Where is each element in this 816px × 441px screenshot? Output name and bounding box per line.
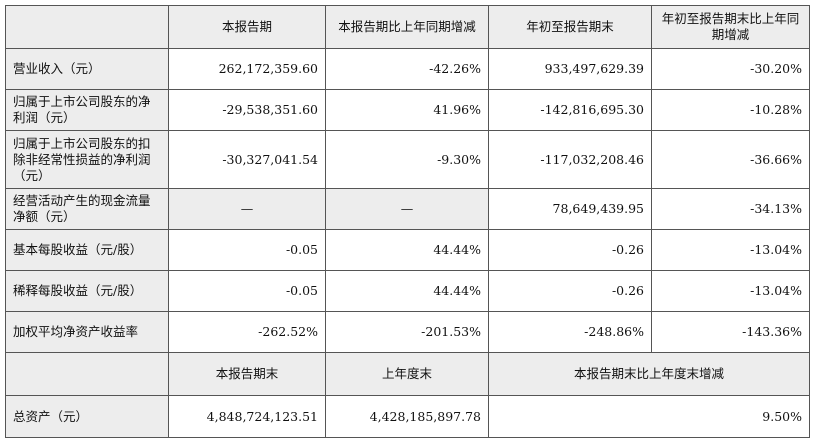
cell-period-end: 4,848,724,123.51 bbox=[168, 395, 326, 438]
row-label: 经营活动产生的现金流量净额（元） bbox=[5, 188, 169, 230]
cell-ytd-yoy: -13.04% bbox=[651, 270, 810, 312]
header-current-period-yoy: 本报告期比上年同期增减 bbox=[325, 5, 489, 49]
subheader-prior-year-end: 上年度末 bbox=[325, 352, 489, 396]
header-ytd: 年初至报告期末 bbox=[488, 5, 652, 49]
row-label: 加权平均净资产收益率 bbox=[5, 311, 169, 353]
cell-ytd-yoy: -34.13% bbox=[651, 188, 810, 230]
cell-current-period-yoy: -42.26% bbox=[325, 48, 489, 90]
cell-current-period-yoy: — bbox=[325, 188, 489, 230]
financial-summary-table: 本报告期 本报告期比上年同期增减 年初至报告期末 年初至报告期末比上年同期增减 … bbox=[5, 5, 810, 438]
table-row: 加权平均净资产收益率 -262.52% -201.53% -248.86% -1… bbox=[5, 311, 810, 353]
header-current-period: 本报告期 bbox=[168, 5, 326, 49]
cell-current-period: -0.05 bbox=[168, 270, 326, 312]
header-ytd-yoy: 年初至报告期末比上年同期增减 bbox=[651, 5, 810, 49]
table-header-row: 本报告期 本报告期比上年同期增减 年初至报告期末 年初至报告期末比上年同期增减 bbox=[5, 5, 810, 49]
cell-ytd: -0.26 bbox=[488, 229, 652, 271]
cell-current-period: -262.52% bbox=[168, 311, 326, 353]
cell-ytd-yoy: -143.36% bbox=[651, 311, 810, 353]
table-subheader-row: 本报告期末 上年度末 本报告期末比上年度末增减 bbox=[5, 352, 810, 396]
row-label: 营业收入（元） bbox=[5, 48, 169, 90]
table-row: 归属于上市公司股东的扣除非经常性损益的净利润（元） -30,327,041.54… bbox=[5, 130, 810, 189]
row-label: 总资产（元） bbox=[5, 395, 169, 438]
cell-current-period: 262,172,359.60 bbox=[168, 48, 326, 90]
table-row: 总资产（元） 4,848,724,123.51 4,428,185,897.78… bbox=[5, 395, 810, 438]
subheader-blank-cell bbox=[5, 352, 169, 396]
cell-current-period-yoy: 41.96% bbox=[325, 89, 489, 131]
cell-ytd-yoy: -30.20% bbox=[651, 48, 810, 90]
table-row: 营业收入（元） 262,172,359.60 -42.26% 933,497,6… bbox=[5, 48, 810, 90]
cell-current-period: — bbox=[168, 188, 326, 230]
cell-current-period-yoy: 44.44% bbox=[325, 270, 489, 312]
table-row: 基本每股收益（元/股） -0.05 44.44% -0.26 -13.04% bbox=[5, 229, 810, 271]
cell-current-period: -29,538,351.60 bbox=[168, 89, 326, 131]
subheader-period-end: 本报告期末 bbox=[168, 352, 326, 396]
cell-ytd-yoy: -13.04% bbox=[651, 229, 810, 271]
cell-change: 9.50% bbox=[488, 395, 810, 438]
cell-current-period: -0.05 bbox=[168, 229, 326, 271]
row-label: 归属于上市公司股东的净利润（元） bbox=[5, 89, 169, 131]
cell-ytd: 933,497,629.39 bbox=[488, 48, 652, 90]
cell-current-period-yoy: 44.44% bbox=[325, 229, 489, 271]
table-row: 经营活动产生的现金流量净额（元） — — 78,649,439.95 -34.1… bbox=[5, 188, 810, 230]
subheader-change-vs-prior-year-end: 本报告期末比上年度末增减 bbox=[488, 352, 810, 396]
cell-ytd: -142,816,695.30 bbox=[488, 89, 652, 131]
cell-current-period-yoy: -9.30% bbox=[325, 130, 489, 189]
cell-ytd-yoy: -10.28% bbox=[651, 89, 810, 131]
cell-current-period-yoy: -201.53% bbox=[325, 311, 489, 353]
row-label: 归属于上市公司股东的扣除非经常性损益的净利润（元） bbox=[5, 130, 169, 189]
cell-current-period: -30,327,041.54 bbox=[168, 130, 326, 189]
cell-ytd-yoy: -36.66% bbox=[651, 130, 810, 189]
row-label: 基本每股收益（元/股） bbox=[5, 229, 169, 271]
header-blank-cell bbox=[5, 5, 169, 49]
cell-ytd: 78,649,439.95 bbox=[488, 188, 652, 230]
table-row: 归属于上市公司股东的净利润（元） -29,538,351.60 41.96% -… bbox=[5, 89, 810, 131]
cell-ytd: -248.86% bbox=[488, 311, 652, 353]
cell-ytd: -0.26 bbox=[488, 270, 652, 312]
table-row: 稀释每股收益（元/股） -0.05 44.44% -0.26 -13.04% bbox=[5, 270, 810, 312]
cell-ytd: -117,032,208.46 bbox=[488, 130, 652, 189]
row-label: 稀释每股收益（元/股） bbox=[5, 270, 169, 312]
cell-prior-year-end: 4,428,185,897.78 bbox=[325, 395, 489, 438]
